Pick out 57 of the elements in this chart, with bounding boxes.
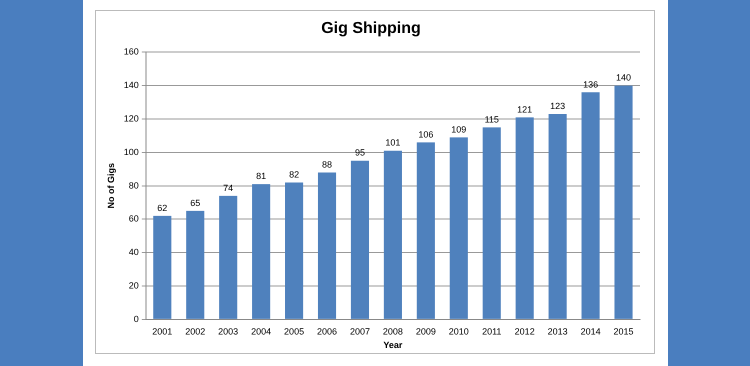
y-tick-label: 100 <box>124 146 139 157</box>
x-tick-label: 2004 <box>251 326 272 336</box>
bar <box>350 160 370 319</box>
bar <box>614 86 633 319</box>
data-label: 88 <box>322 159 332 170</box>
x-tick-label: 2005 <box>284 326 304 336</box>
x-tick-label: 2009 <box>416 326 436 336</box>
bar <box>582 92 600 319</box>
x-tick-label: 2013 <box>548 326 568 336</box>
data-label: 62 <box>157 202 168 213</box>
y-axis-title: No of Gigs <box>106 163 116 209</box>
x-tick-label: 2011 <box>482 326 502 336</box>
data-label: 140 <box>616 72 632 83</box>
x-tick-label: 2012 <box>514 326 535 336</box>
bar <box>153 216 172 319</box>
bar <box>186 210 204 319</box>
data-label: 109 <box>451 124 466 134</box>
bar <box>482 127 501 319</box>
y-tick-label: 140 <box>124 80 139 90</box>
data-label: 74 <box>223 182 234 193</box>
data-label: 121 <box>517 104 532 114</box>
bar <box>450 137 468 319</box>
data-label: 106 <box>418 129 434 140</box>
data-label: 123 <box>550 100 566 111</box>
x-tick-label: 2002 <box>185 326 206 336</box>
x-tick-label: 2003 <box>218 326 238 336</box>
chart-title: Gig Shipping <box>321 20 421 38</box>
y-tick-label: 20 <box>128 280 139 290</box>
x-tick-label: 2014 <box>580 326 601 336</box>
x-tick-label: 2006 <box>317 326 338 336</box>
x-axis-title: Year <box>383 340 403 350</box>
x-tick-label: 2010 <box>448 326 469 336</box>
bar <box>219 196 238 319</box>
data-label: 115 <box>484 114 499 124</box>
y-tick-label: 0 <box>134 314 139 324</box>
y-tick-label: 160 <box>124 46 139 57</box>
bar <box>548 114 567 319</box>
y-tick-label: 60 <box>128 214 139 224</box>
bar <box>416 142 435 319</box>
data-label: 95 <box>354 148 365 158</box>
data-label: 101 <box>385 138 400 148</box>
x-tick-label: 2015 <box>614 326 634 336</box>
data-label: 82 <box>289 169 300 180</box>
bar <box>516 117 534 319</box>
y-tick-label: 40 <box>128 247 139 258</box>
bar <box>285 182 304 319</box>
bar <box>384 150 402 319</box>
y-tick-label: 120 <box>124 113 139 124</box>
data-label: 136 <box>583 79 598 90</box>
x-tick-label: 2001 <box>152 326 172 336</box>
x-tick-label: 2007 <box>350 326 370 336</box>
bar <box>318 172 336 319</box>
data-label: 81 <box>256 171 266 182</box>
y-tick-label: 80 <box>128 180 139 190</box>
x-tick-label: 2008 <box>382 326 403 336</box>
bar <box>252 184 270 319</box>
data-label: 65 <box>190 198 200 208</box>
